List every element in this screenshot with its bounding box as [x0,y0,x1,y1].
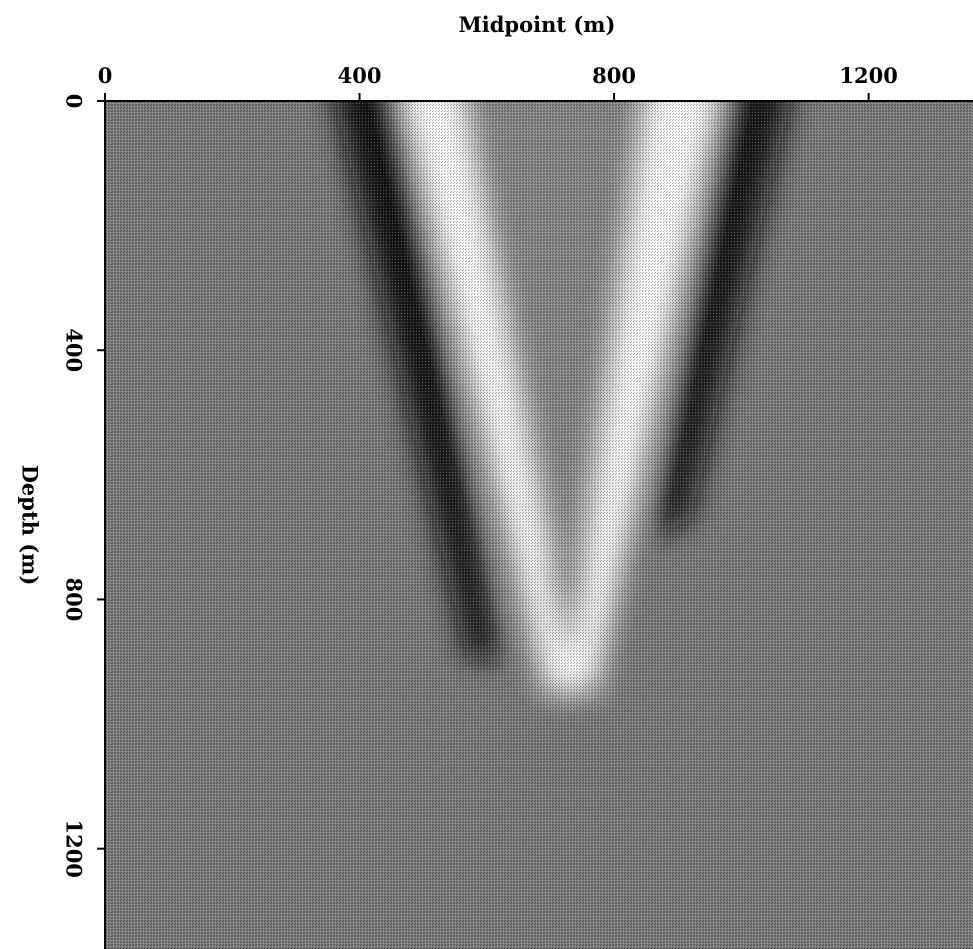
x-tick-label: 0 [98,63,113,88]
x-tick-label: 800 [592,63,636,88]
y-axis-title: Depth (m) [18,465,43,586]
y-tick-label: 1200 [62,819,87,877]
x-tick-label: 1200 [839,63,897,88]
dither [105,101,973,949]
y-tick-label: 0 [62,94,87,109]
y-tick-label: 400 [62,328,87,372]
y-tick-label: 800 [62,578,87,622]
x-tick-label: 400 [338,63,382,88]
seismic-image [105,101,973,949]
x-axis-title: Midpoint (m) [459,12,616,37]
